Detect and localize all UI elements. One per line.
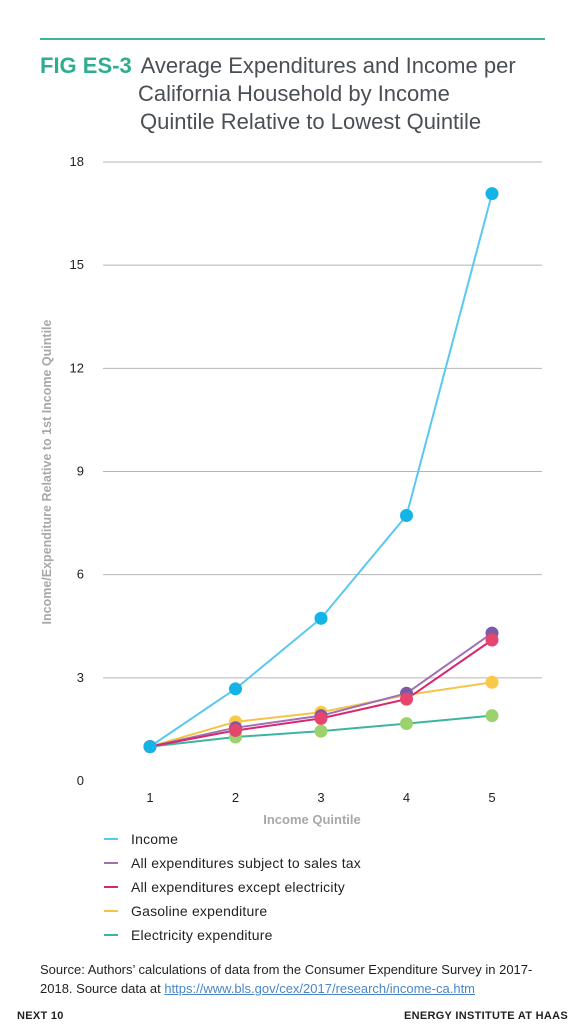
y-tick-label-9: 9 [77, 464, 84, 479]
source-text: Source: Authors’ calculations of data fr… [40, 962, 533, 996]
series-lines [149, 193, 493, 748]
legend-item-3: All expenditures except electricity [104, 875, 361, 899]
x-tick-label-5: 5 [488, 790, 495, 805]
x-tick-label-1: 1 [146, 790, 153, 805]
source-note: Source: Authors’ calculations of data fr… [40, 960, 550, 998]
data-point-s4-q5 [485, 675, 499, 689]
top-rule [40, 38, 545, 40]
data-point-s5-q3 [314, 724, 328, 738]
y-tick-label-6: 6 [77, 567, 84, 582]
legend-swatch-5 [104, 934, 118, 936]
y-tick-label-12: 12 [70, 360, 84, 375]
x-tick-label-2: 2 [232, 790, 239, 805]
y-tick-labels: 0 3 6 9 12 15 18 [70, 154, 84, 788]
footer-right: ENERGY INSTITUTE AT HAAS [403, 1010, 568, 1022]
y-tick-label-0: 0 [77, 773, 84, 788]
legend-item-1: Income [104, 827, 361, 851]
data-point-s3-q2 [229, 723, 242, 737]
data-point-s3-q4 [400, 692, 413, 706]
legend-label-3: All expenditures except electricity [131, 879, 345, 895]
x-axis-label: Income Quintile [263, 812, 361, 827]
legend-swatch-2 [104, 862, 118, 864]
footer-left: NEXT 10 [17, 1010, 64, 1022]
title-line-2: California Household by Income [138, 81, 450, 106]
data-point-s1-q5 [485, 187, 499, 201]
chart-legend: Income All expenditures subject to sales … [104, 827, 361, 947]
figure-label: FIG ES-3 [40, 53, 132, 78]
data-point-s5-q4 [400, 717, 413, 731]
legend-label-1: Income [131, 831, 179, 847]
y-tick-label-18: 18 [70, 154, 84, 169]
figure-title: FIG ES-3 Average Expenditures and Income… [40, 52, 560, 136]
data-point-s3-q5 [485, 633, 499, 647]
legend-label-5: Electricity expenditure [131, 927, 273, 943]
data-point-s1-q3 [314, 611, 328, 625]
data-point-s3-q3 [314, 711, 328, 725]
data-point-s1-q1 [143, 740, 157, 754]
grid-lines [103, 161, 542, 679]
series-points [143, 187, 499, 754]
legend-swatch-3 [104, 886, 118, 888]
legend-item-4: Gasoline expenditure [104, 899, 361, 923]
title-text-3: Quintile Relative to Lowest Quintile [140, 109, 482, 134]
x-tick-labels: 1 2 3 4 5 [146, 790, 495, 805]
title-line-1: FIG ES-3 Average Expenditures and Income… [40, 52, 560, 80]
x-tick-label-4: 4 [403, 790, 410, 805]
title-text-1: Average Expenditures and Income per [140, 53, 516, 78]
legend-label-4: Gasoline expenditure [131, 903, 268, 919]
legend-item-2: All expenditures subject to sales tax [104, 851, 361, 875]
y-tick-label-15: 15 [70, 257, 84, 272]
data-point-s1-q2 [229, 682, 242, 696]
legend-label-2: All expenditures subject to sales tax [131, 855, 361, 871]
title-line-3: Quintile Relative to Lowest Quintile [40, 108, 560, 136]
y-axis-label: Income/Expenditure Relative to 1st Incom… [40, 319, 54, 624]
data-point-s1-q4 [400, 509, 413, 523]
series-line-1 [149, 193, 493, 748]
data-point-s5-q5 [485, 709, 499, 723]
x-tick-label-3: 3 [317, 790, 324, 805]
source-link[interactable]: https://www.bls.gov/cex/2017/research/in… [164, 981, 476, 996]
legend-swatch-4 [104, 910, 118, 912]
legend-item-5: Electricity expenditure [104, 923, 361, 947]
legend-swatch-1 [104, 838, 118, 840]
y-tick-label-3: 3 [77, 670, 84, 685]
